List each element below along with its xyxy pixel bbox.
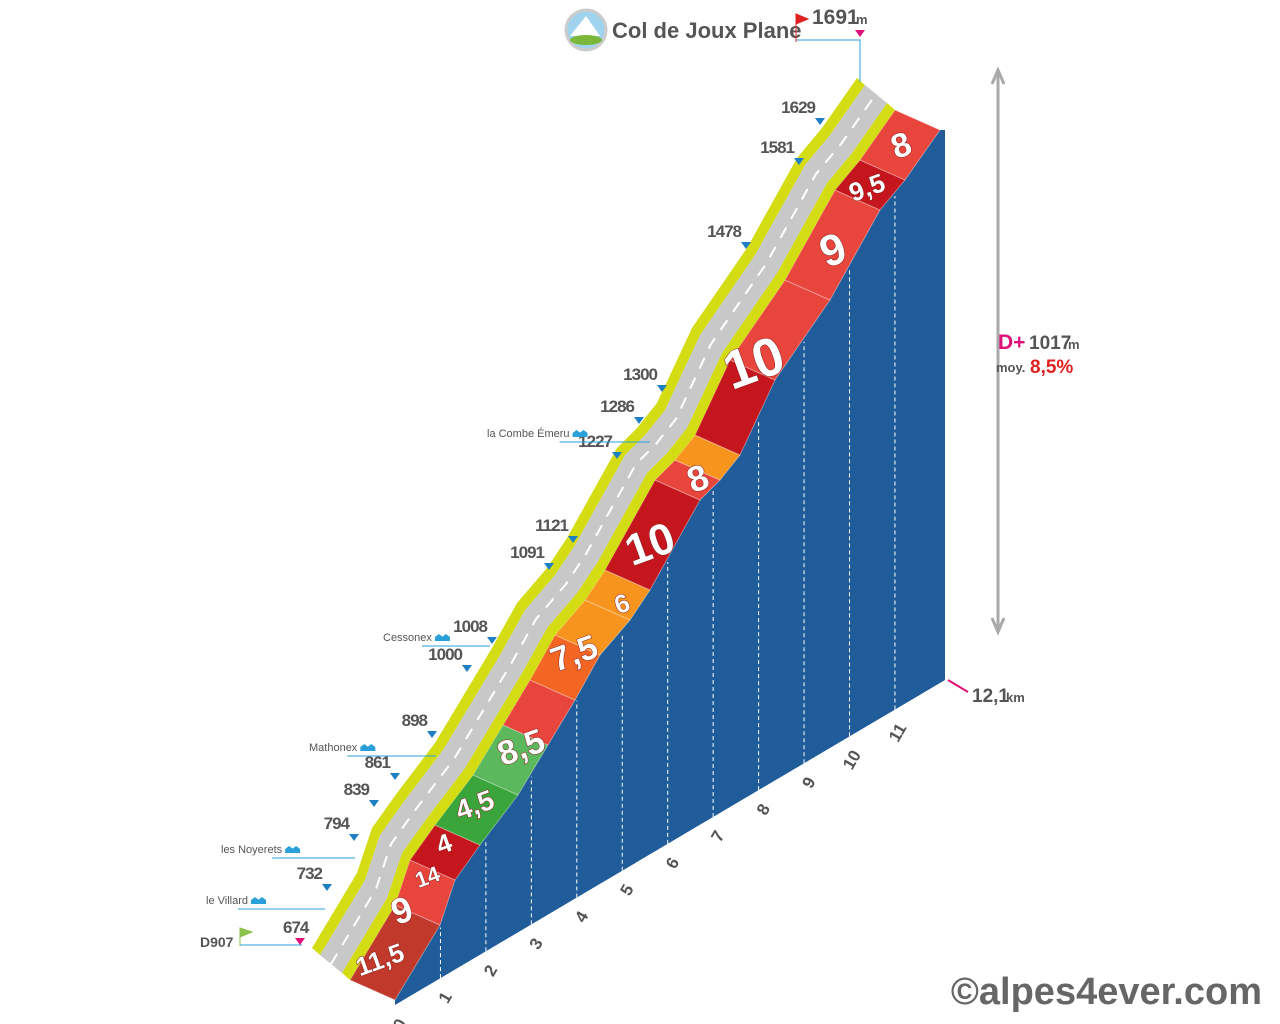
altitude-label: 1008: [453, 617, 487, 636]
summit-unit: m: [856, 12, 868, 27]
altitude-label: 732: [297, 864, 323, 883]
gain-label: D+: [998, 331, 1025, 354]
km-label: 5: [617, 881, 638, 899]
start-marker: [295, 938, 305, 945]
altitude-label: 1581: [760, 138, 794, 157]
profile-shape: [312, 78, 945, 1005]
village-icon: [360, 744, 376, 751]
summit-leader: [796, 39, 861, 82]
gain-unit: m: [1068, 337, 1080, 352]
place-label: les Noyerets: [221, 844, 283, 856]
place-label: la Combe Émeru: [487, 427, 570, 440]
altitude-label: 898: [402, 711, 428, 730]
km-label: 4: [571, 908, 592, 926]
start-road: D907: [200, 934, 234, 950]
altitude-label: 1286: [600, 397, 634, 416]
altitude-marker: [612, 452, 622, 459]
altitude-marker: [369, 800, 379, 807]
altitude-marker: [815, 118, 825, 125]
altitude-marker: [487, 637, 497, 644]
logo-grass: [570, 35, 602, 45]
copyright: ©alpes4ever.com: [951, 971, 1262, 1013]
start-altitude: 674: [283, 918, 310, 937]
altitude-marker: [349, 834, 359, 841]
distance-unit: km: [1006, 690, 1025, 705]
village-icon: [434, 634, 450, 641]
altitude-marker: [390, 773, 400, 780]
altitude-marker: [427, 731, 437, 738]
altitude-label: 1478: [707, 222, 741, 241]
village-icon: [285, 846, 301, 853]
km-label: 6: [662, 854, 683, 872]
altitude-marker: [322, 884, 332, 891]
altitude-label: 839: [344, 780, 370, 799]
altitude-marker: [794, 158, 804, 165]
summit-altitude: 1691: [812, 6, 859, 29]
altitude-marker: [462, 665, 472, 672]
altitude-marker: [568, 536, 578, 543]
average-value: 8,5%: [1030, 357, 1073, 378]
km-label: 9: [798, 774, 819, 792]
altitude-label: 1629: [781, 98, 815, 117]
km-label: 7: [707, 827, 728, 845]
village-icon: [572, 430, 588, 437]
altitude-label: 1300: [623, 365, 657, 384]
altitude-marker: [544, 563, 554, 570]
summit-marker: [855, 30, 865, 37]
km-label: 8: [753, 801, 774, 819]
village-icon: [251, 897, 266, 904]
km-label: 0: [389, 1016, 410, 1024]
road-edge: [312, 78, 865, 955]
altitude-label: 861: [365, 753, 391, 772]
distance-leader: [947, 679, 969, 693]
km-label: 1: [435, 989, 456, 1007]
elevation-arrow: [990, 66, 1006, 636]
blue-face: [395, 130, 945, 1005]
place-label: Cessonex: [383, 632, 432, 644]
km-label: 11: [885, 720, 910, 745]
road-centerline: [330, 93, 877, 965]
altitude-label: 1121: [535, 516, 568, 535]
title: Col de Joux Plane: [612, 18, 802, 43]
road-edge: [342, 103, 895, 980]
km-label: 2: [480, 962, 501, 980]
km-label: 3: [526, 935, 547, 953]
altitude-label: 1000: [428, 645, 462, 664]
average-label: moy.: [996, 360, 1025, 375]
logo-mountain: [570, 16, 600, 36]
km-label: 10: [839, 747, 865, 773]
summit-flag: [795, 13, 810, 42]
road: [320, 85, 887, 973]
altitude-label: 794: [324, 814, 351, 833]
altitude-marker: [741, 242, 751, 249]
gain-value: 1017: [1029, 333, 1071, 354]
place-label: le Villard: [206, 895, 248, 907]
place-label: Mathonex: [309, 742, 358, 754]
altitude-label: 1091: [510, 543, 544, 562]
start-flag: [239, 927, 254, 946]
altitude-marker: [634, 417, 644, 424]
altitude-marker: [657, 385, 667, 392]
distance-value: 12,1: [972, 686, 1009, 707]
